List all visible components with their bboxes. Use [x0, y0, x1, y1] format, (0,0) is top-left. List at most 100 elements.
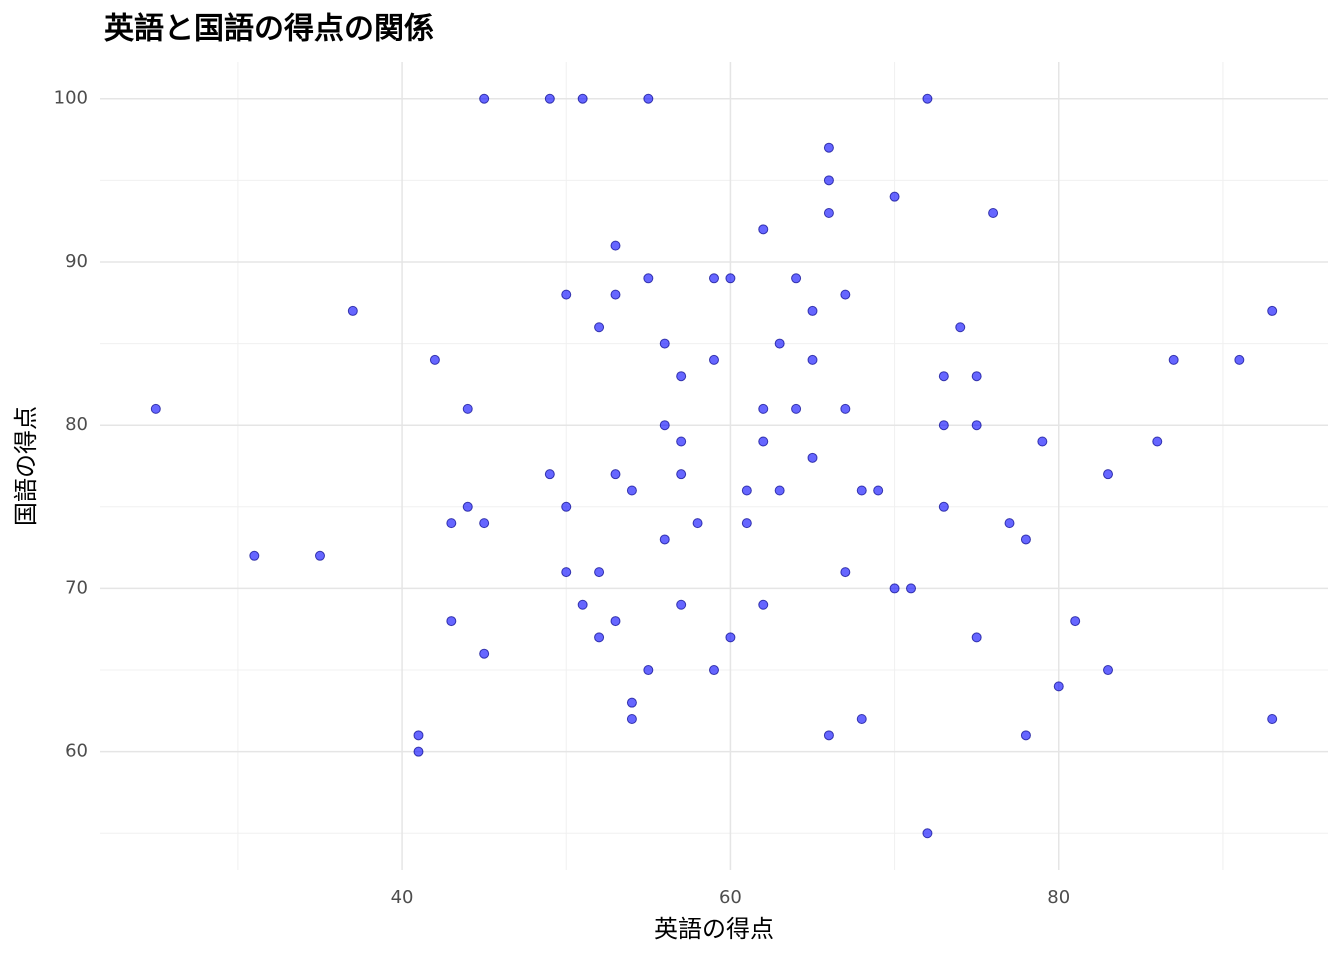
- point: [462, 501, 473, 512]
- point: [709, 354, 719, 365]
- point: [446, 616, 457, 627]
- point: [610, 616, 621, 627]
- point: [823, 730, 834, 741]
- y-tick-label: 70: [65, 577, 88, 598]
- point: [561, 567, 572, 578]
- point: [758, 436, 769, 447]
- point: [479, 518, 490, 529]
- point: [709, 273, 719, 284]
- point: [758, 599, 769, 610]
- point: [594, 322, 605, 333]
- point: [610, 240, 621, 251]
- point: [544, 93, 555, 104]
- x-axis-label: 英語の得点: [654, 915, 774, 943]
- point: [906, 583, 917, 594]
- point: [643, 93, 654, 104]
- point: [823, 175, 834, 186]
- point: [1037, 436, 1048, 447]
- point: [741, 485, 752, 496]
- x-tick-label: 60: [719, 887, 742, 908]
- point: [676, 436, 687, 447]
- point: [955, 322, 966, 333]
- y-tick-label: 100: [54, 88, 88, 109]
- x-tick-label: 80: [1047, 887, 1070, 908]
- point: [610, 289, 621, 300]
- point: [889, 583, 900, 594]
- point: [249, 550, 260, 561]
- point: [840, 567, 851, 578]
- point: [1103, 469, 1114, 480]
- point: [774, 338, 785, 349]
- point: [659, 338, 670, 349]
- point: [610, 469, 621, 480]
- point: [479, 648, 490, 659]
- point: [429, 354, 440, 365]
- point: [971, 420, 982, 431]
- point: [807, 305, 818, 316]
- point: [988, 207, 999, 218]
- point: [1267, 305, 1278, 316]
- point: [791, 403, 802, 414]
- point: [150, 403, 161, 414]
- point: [692, 518, 703, 529]
- point: [840, 403, 851, 414]
- point: [676, 469, 687, 480]
- point: [725, 273, 736, 284]
- point: [413, 730, 424, 741]
- point: [1152, 436, 1163, 447]
- point: [1004, 518, 1015, 529]
- point: [807, 452, 818, 463]
- point: [577, 93, 588, 104]
- point: [1267, 714, 1278, 725]
- point: [1020, 730, 1031, 741]
- point: [922, 828, 933, 839]
- point: [544, 469, 555, 480]
- point: [643, 665, 654, 676]
- point: [823, 142, 834, 153]
- point: [676, 371, 687, 382]
- point: [840, 289, 851, 300]
- point: [1053, 681, 1064, 692]
- point: [938, 420, 949, 431]
- point: [889, 191, 900, 202]
- point: [791, 273, 802, 284]
- point: [1103, 665, 1114, 676]
- point: [314, 550, 325, 561]
- x-tick-label: 40: [391, 887, 414, 908]
- point: [462, 403, 473, 414]
- point: [758, 224, 769, 235]
- y-axis-label: 国語の得点: [12, 406, 40, 526]
- point: [971, 632, 982, 643]
- point: [594, 567, 605, 578]
- point: [741, 518, 752, 529]
- point: [626, 697, 637, 708]
- point: [709, 665, 719, 676]
- point: [577, 599, 588, 610]
- point: [561, 501, 572, 512]
- point: [938, 501, 949, 512]
- point: [856, 714, 867, 725]
- point: [626, 714, 637, 725]
- point: [659, 420, 670, 431]
- point: [725, 632, 736, 643]
- chart-title: 英語と国語の得点の関係: [104, 12, 434, 47]
- point: [413, 746, 424, 757]
- point: [659, 534, 670, 545]
- point: [1168, 354, 1179, 365]
- point: [446, 518, 457, 529]
- point: [1234, 354, 1245, 365]
- y-tick-label: 90: [65, 251, 88, 272]
- point: [676, 599, 687, 610]
- point: [479, 93, 490, 104]
- point: [938, 371, 949, 382]
- point: [1070, 616, 1081, 627]
- point: [758, 403, 769, 414]
- point: [626, 485, 637, 496]
- point: [594, 632, 605, 643]
- point: [643, 273, 654, 284]
- point: [807, 354, 818, 365]
- y-tick-label: 80: [65, 414, 88, 435]
- point: [922, 93, 933, 104]
- point: [873, 485, 884, 496]
